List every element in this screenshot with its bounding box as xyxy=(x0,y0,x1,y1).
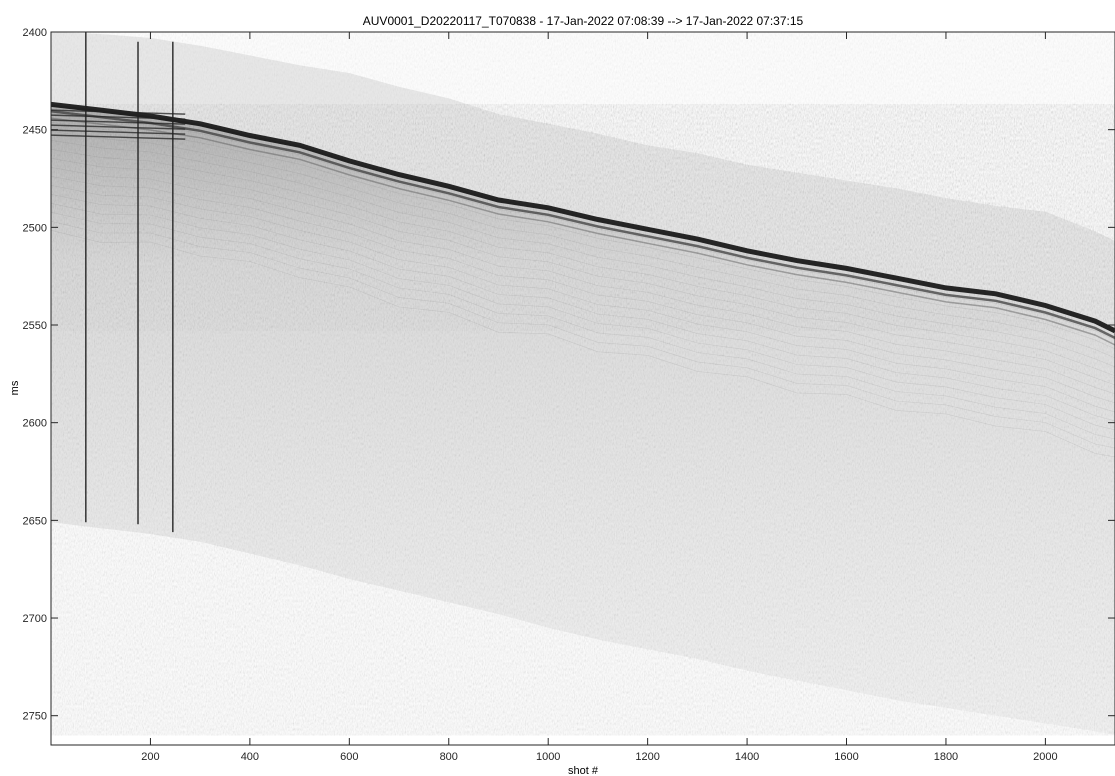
subbottom-layer xyxy=(51,167,1115,395)
x-tick-label: 600 xyxy=(340,751,358,763)
x-tick-label: 1000 xyxy=(536,751,560,763)
x-tick-label: 800 xyxy=(440,751,458,763)
plot-area xyxy=(51,32,1115,736)
near-surface-layer xyxy=(51,119,186,125)
subbottom-noise xyxy=(51,104,1115,736)
seafloor-reflector xyxy=(51,101,1115,334)
subbottom-layer xyxy=(51,230,1115,458)
y-tick-label: 2400 xyxy=(23,27,47,39)
subbottom-layer xyxy=(51,122,1115,350)
axes: 200 400 600 800 1000 1200 1400 1600 1800 2000 2400… xyxy=(23,27,1115,763)
subbottom-layer xyxy=(51,176,1115,404)
subbottom-layer xyxy=(51,194,1115,422)
near-surface-layer xyxy=(51,134,186,140)
subbottom-layer xyxy=(51,131,1115,359)
x-tick-label: 1200 xyxy=(635,751,659,763)
x-axis-label: shot # xyxy=(568,765,599,776)
axes-box xyxy=(50,31,1115,746)
x-tick-label: 2000 xyxy=(1033,751,1057,763)
near-surface-layer xyxy=(51,124,186,130)
subbottom-layer xyxy=(51,203,1115,431)
y-tick-label: 2500 xyxy=(23,222,47,234)
subbottom-layer xyxy=(51,140,1115,368)
y-tick-label: 2550 xyxy=(23,320,47,332)
x-tick-label: 200 xyxy=(141,751,159,763)
water-column-noise xyxy=(51,32,1115,331)
y-tick-label: 2450 xyxy=(23,125,47,137)
y-tick-label: 2750 xyxy=(23,711,47,723)
subbottom-layer xyxy=(51,158,1115,386)
x-tick-label: 1800 xyxy=(934,751,958,763)
y-tick-label: 2600 xyxy=(23,418,47,430)
seafloor-reflector-multiple xyxy=(51,110,1115,340)
y-axis-label: ms xyxy=(9,380,21,395)
subbottom-layer xyxy=(51,185,1115,413)
x-tick-label: 1400 xyxy=(735,751,759,763)
subbottom-layer xyxy=(51,221,1115,449)
subbottom-layer xyxy=(51,113,1115,341)
seafloor-reflector-multiple xyxy=(51,117,1115,346)
near-surface-layer xyxy=(51,114,186,120)
y-tick-label: 2650 xyxy=(23,515,47,527)
subbottom-layer xyxy=(51,149,1115,377)
chart-title: AUV0001_D20220117_T070838 - 17-Jan-2022 … xyxy=(363,14,804,28)
subbottom-layer xyxy=(51,212,1115,440)
near-surface-layer xyxy=(51,129,186,135)
near-surface-layer xyxy=(51,109,186,115)
x-tick-label: 400 xyxy=(241,751,259,763)
y-tick-label: 2700 xyxy=(23,613,47,625)
x-tick-label: 1600 xyxy=(834,751,858,763)
